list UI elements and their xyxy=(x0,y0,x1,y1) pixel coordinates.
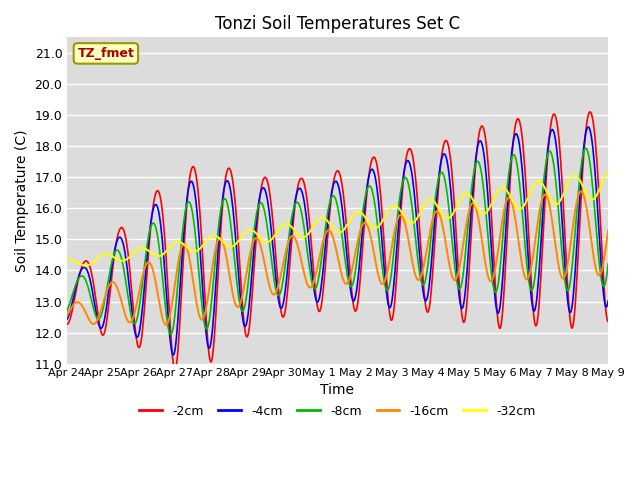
-32cm xyxy=(184,245,192,251)
Line: -16cm: -16cm xyxy=(67,192,608,325)
-16cm xyxy=(72,300,80,305)
-32cm xyxy=(81,263,89,268)
-2cm xyxy=(586,109,594,115)
Line: -8cm: -8cm xyxy=(67,148,608,335)
-8cm xyxy=(72,280,80,286)
-8cm xyxy=(166,332,174,337)
-2cm xyxy=(72,286,80,292)
-16cm xyxy=(577,189,585,194)
-4cm xyxy=(63,317,70,323)
-32cm xyxy=(604,169,612,175)
Line: -32cm: -32cm xyxy=(67,172,608,265)
-8cm xyxy=(604,261,612,267)
Line: -2cm: -2cm xyxy=(67,112,608,370)
-4cm xyxy=(184,189,192,195)
Text: TZ_fmet: TZ_fmet xyxy=(77,47,134,60)
-8cm xyxy=(582,145,589,151)
-8cm xyxy=(184,200,192,205)
-32cm xyxy=(212,233,220,239)
-2cm xyxy=(184,191,192,196)
Y-axis label: Soil Temperature (C): Soil Temperature (C) xyxy=(15,129,29,272)
-32cm xyxy=(72,259,80,265)
-32cm xyxy=(63,256,70,262)
-8cm xyxy=(420,282,428,288)
-16cm xyxy=(604,228,612,234)
-4cm xyxy=(128,310,136,315)
-2cm xyxy=(420,284,428,289)
-16cm xyxy=(404,233,412,239)
-2cm xyxy=(404,148,412,154)
-4cm xyxy=(604,298,612,304)
-16cm xyxy=(184,249,192,254)
-4cm xyxy=(585,124,593,130)
-2cm xyxy=(128,293,136,299)
-2cm xyxy=(63,321,70,327)
-16cm xyxy=(63,314,70,320)
-2cm xyxy=(604,319,612,324)
-16cm xyxy=(162,322,170,328)
-4cm xyxy=(404,157,412,163)
-4cm xyxy=(212,272,220,277)
-8cm xyxy=(63,309,70,314)
-32cm xyxy=(420,203,428,209)
-8cm xyxy=(212,243,220,249)
-16cm xyxy=(128,317,136,323)
Line: -4cm: -4cm xyxy=(67,127,608,355)
-2cm xyxy=(212,301,220,307)
-32cm xyxy=(404,218,412,224)
-16cm xyxy=(420,264,428,270)
-8cm xyxy=(404,179,412,185)
-2cm xyxy=(172,367,179,373)
-4cm xyxy=(72,282,80,288)
Title: Tonzi Soil Temperatures Set C: Tonzi Soil Temperatures Set C xyxy=(215,15,460,33)
X-axis label: Time: Time xyxy=(321,384,355,397)
-4cm xyxy=(420,292,428,298)
-16cm xyxy=(212,242,220,248)
-32cm xyxy=(129,251,137,256)
-4cm xyxy=(170,352,177,358)
Legend: -2cm, -4cm, -8cm, -16cm, -32cm: -2cm, -4cm, -8cm, -16cm, -32cm xyxy=(134,400,540,423)
-8cm xyxy=(128,316,136,322)
